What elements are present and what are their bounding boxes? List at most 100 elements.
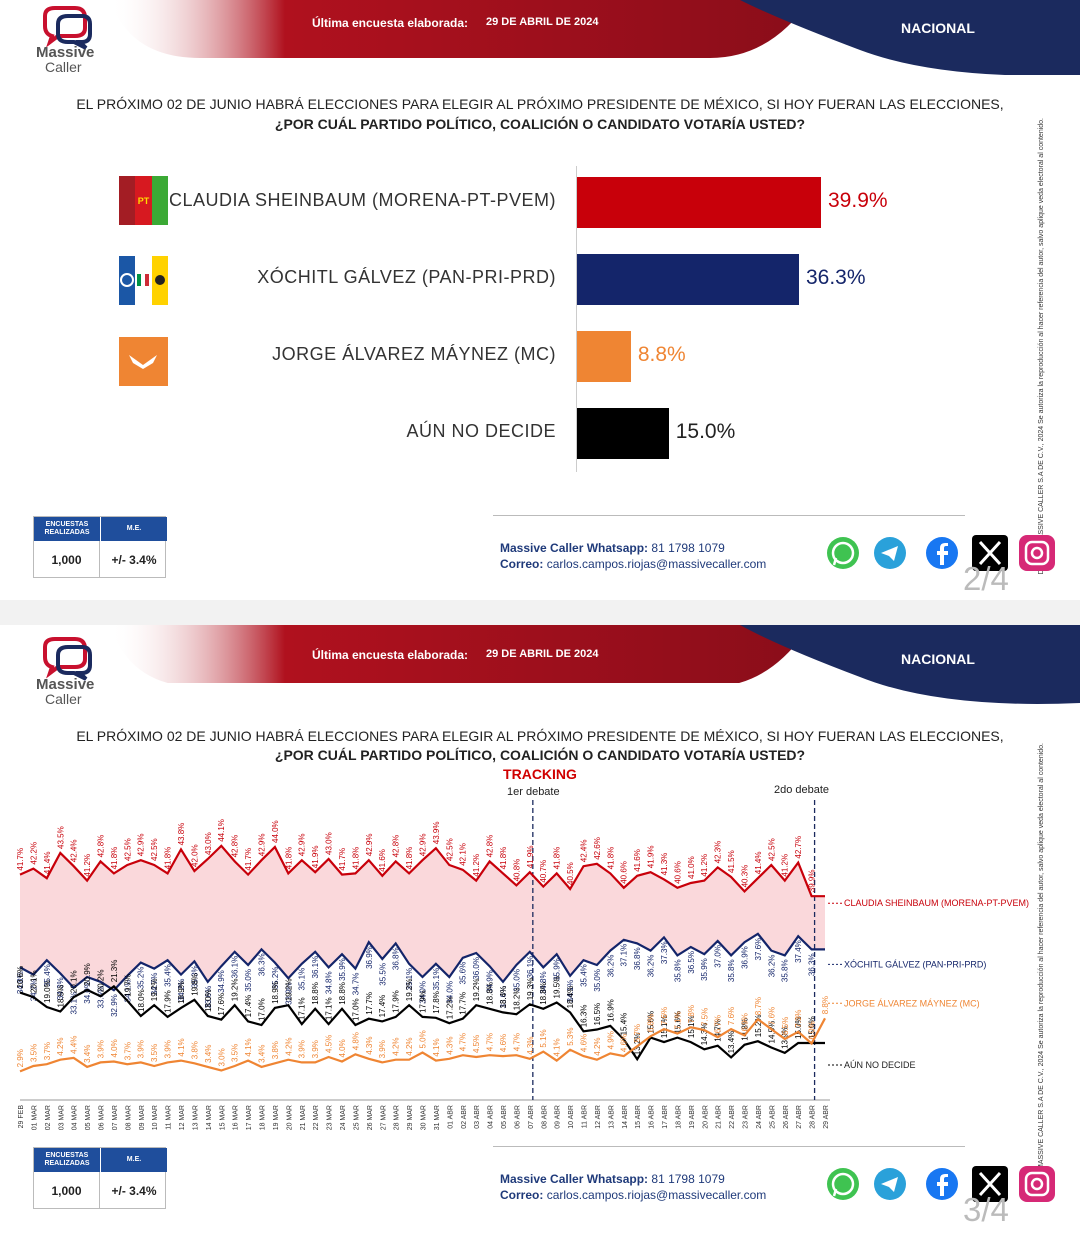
data-label-mc: 3.9% [378, 1040, 387, 1058]
data-label-mc: 4.7% [512, 1033, 521, 1051]
data-label-mc: 3.5% [150, 1044, 159, 1062]
question-line-1: EL PRÓXIMO 02 DE JUNIO HABRÁ ELECCIONES … [76, 728, 1004, 744]
x-tick-label: 06 ABR [514, 1105, 521, 1129]
data-label-undecided: 17.6% [217, 993, 226, 1016]
data-label-mc: 4.1% [432, 1038, 441, 1056]
data-label-mc: 4.2% [392, 1037, 401, 1055]
contact-email: Correo: carlos.campos.riojas@massivecall… [500, 557, 767, 571]
x-icon[interactable] [972, 1166, 1008, 1202]
bar-value-jorge: 8.8% [637, 343, 686, 366]
x-tick-label: 04 ABR [488, 1105, 495, 1129]
email-link[interactable]: carlos.campos.riojas@massivecaller.com [546, 557, 767, 571]
x-tick-label: 19 MAR [273, 1105, 280, 1130]
morena-pt-pvem-logo-icon: PT [119, 176, 168, 225]
x-tick-label: 05 ABR [501, 1105, 508, 1129]
contact-whatsapp: Massive Caller Whatsapp: 81 1798 1079 [500, 1172, 725, 1186]
data-label-pan: 35.8% [781, 959, 790, 982]
x-tick-label: 09 ABR [555, 1105, 562, 1129]
data-label-pan: 35.8% [727, 959, 736, 982]
instagram-icon[interactable] [1019, 535, 1055, 571]
data-label-mc: 3.4% [258, 1045, 267, 1063]
data-label-mc: 8.7% [754, 997, 763, 1015]
x-tick-label: 09 MAR [139, 1105, 146, 1130]
legend-undecided: AÚN NO DECIDE [844, 1060, 916, 1070]
data-label-undecided: 14.3% [700, 1023, 709, 1046]
data-label-undecided: 14.8% [741, 1018, 750, 1041]
series-line-mc [19, 1017, 826, 1073]
x-tick-label: 01 ABR [447, 1105, 454, 1129]
data-label-undecided: 19.2% [284, 979, 293, 1002]
data-label-pan: 35.2% [271, 967, 280, 990]
telegram-icon[interactable] [872, 535, 908, 571]
region-label: NACIONAL [901, 651, 975, 667]
bar-axis [576, 166, 577, 472]
bar-label-xochitl: XÓCHITL GÁLVEZ (PAN-PRI-PRD) [257, 267, 556, 287]
email-link[interactable]: carlos.campos.riojas@massivecaller.com [546, 1188, 767, 1202]
data-label-undecided: 15.0% [808, 1016, 817, 1039]
data-label-pan: 34.8% [539, 971, 548, 994]
data-label-undecided: 17.2% [445, 997, 454, 1020]
data-label-mc: 7.1% [673, 1011, 682, 1029]
data-label-morena: 41.8% [351, 847, 360, 870]
data-label-morena: 40.6% [673, 861, 682, 884]
data-label-mc: 7.8% [687, 1005, 696, 1023]
data-label-mc: 2.9% [16, 1049, 25, 1067]
data-label-undecided: 16.5% [593, 1003, 602, 1026]
data-label-pan: 34.0% [83, 981, 92, 1004]
data-label-morena: 40.8% [512, 859, 521, 882]
data-label-undecided: 17.9% [419, 990, 428, 1013]
data-label-mc: 7.6% [727, 1007, 736, 1025]
data-label-undecided: 15.6% [673, 1011, 682, 1034]
data-label-pan: 34.8% [325, 971, 334, 994]
logo-text-2: Caller [45, 59, 82, 75]
data-label-pan: 35.4% [580, 964, 589, 987]
x-tick-label: 10 MAR [152, 1105, 159, 1130]
data-label-mc: 4.1% [177, 1038, 186, 1056]
x-tick-label: 23 MAR [327, 1105, 334, 1130]
data-label-morena: 41.9% [311, 846, 320, 869]
whatsapp-icon[interactable] [825, 535, 861, 571]
data-label-undecided: 15.2% [754, 1015, 763, 1038]
contact-divider [493, 515, 965, 516]
data-label-mc: 4.3% [526, 1037, 535, 1055]
data-label-pan: 35.4% [164, 964, 173, 987]
debate2-label: 2do debate [774, 784, 830, 796]
x-tick-label: 08 MAR [125, 1105, 132, 1130]
bar-value-xochitl: 36.3% [805, 266, 866, 289]
data-label-pan: 34.7% [150, 973, 159, 996]
data-label-morena: 42.3% [714, 841, 723, 864]
header-banner [110, 625, 810, 683]
instagram-icon[interactable] [1019, 1166, 1055, 1202]
slide-tracking: Última encuesta elaborada: 29 DE ABRIL D… [0, 625, 1080, 1233]
facebook-icon[interactable] [924, 1166, 960, 1202]
x-tick-label: 15 ABR [635, 1105, 642, 1129]
data-label-morena: 41.8% [284, 847, 293, 870]
data-label-undecided: 13.4% [727, 1031, 736, 1054]
svg-text:PT: PT [138, 196, 150, 206]
data-label-undecided: 18.9% [271, 981, 280, 1004]
data-label-morena: 43.9% [432, 822, 441, 845]
banner-date: 29 DE ABRIL DE 2024 [486, 648, 599, 660]
massive-caller-logo-icon [43, 6, 92, 50]
data-label-morena: 44.1% [217, 819, 226, 842]
facebook-icon[interactable] [924, 535, 960, 571]
stats-header-me: M.E. [101, 1148, 167, 1172]
contact-whatsapp: Massive Caller Whatsapp: 81 1798 1079 [500, 541, 725, 555]
header-banner [110, 0, 810, 58]
x-icon[interactable] [972, 535, 1008, 571]
x-tick-label: 29 FEB [18, 1105, 25, 1129]
data-label-pan: 36.5% [687, 951, 696, 974]
data-label-morena: 41.9% [526, 846, 535, 869]
data-label-undecided: 18.9% [177, 981, 186, 1004]
data-label-pan: 36.2% [606, 955, 615, 978]
x-tick-label: 13 MAR [192, 1105, 199, 1130]
x-tick-label: 29 ABR [823, 1105, 830, 1129]
x-tick-label: 11 MAR [166, 1105, 173, 1130]
x-tick-label: 24 ABR [756, 1105, 763, 1129]
whatsapp-icon[interactable] [825, 1166, 861, 1202]
data-label-mc: 4.7% [486, 1033, 495, 1051]
data-label-undecided: 19.2% [231, 979, 240, 1002]
x-tick-label: 13 ABR [608, 1105, 615, 1129]
telegram-icon[interactable] [872, 1166, 908, 1202]
x-tick-label: 03 ABR [474, 1105, 481, 1129]
